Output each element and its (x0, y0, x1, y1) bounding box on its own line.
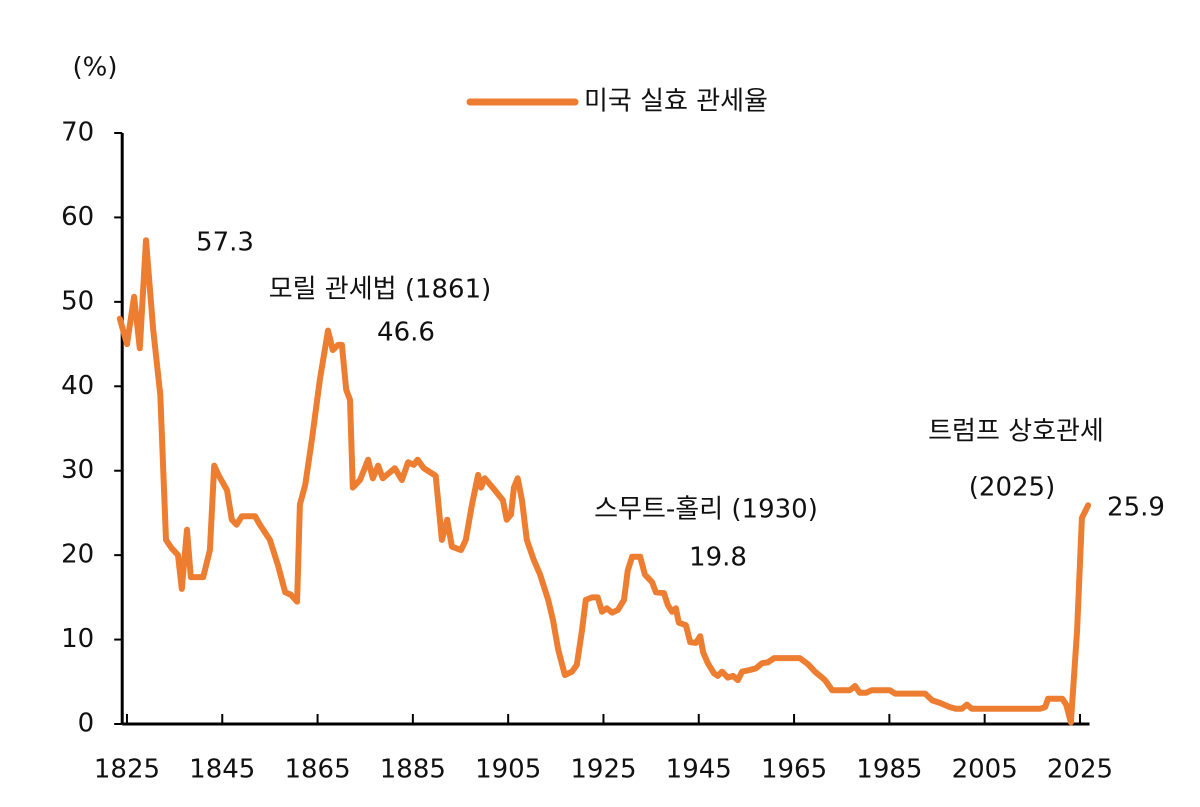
x-tick-label: 1985 (856, 755, 922, 785)
x-tick-label: 1905 (475, 755, 541, 785)
y-tick-label: 0 (78, 709, 95, 739)
annotation: 19.8 (689, 543, 747, 573)
x-tick-label: 1865 (284, 755, 350, 785)
annotation: 25.9 (1107, 493, 1165, 523)
x-tick-label: 1945 (666, 755, 732, 785)
y-tick-label: 70 (61, 118, 94, 148)
annotation: (2025) (969, 473, 1055, 503)
annotation: 트럼프 상호관세 (928, 417, 1104, 447)
y-unit: (%) (73, 53, 118, 83)
x-tick-label: 1825 (94, 755, 160, 785)
y-tick-label: 30 (61, 455, 94, 485)
series-line (116, 237, 1092, 726)
annotation: 스무트-홀리 (1930) (594, 495, 818, 525)
x-tick-label: 1925 (570, 755, 636, 785)
legend-label: 미국 실효 관세율 (584, 87, 768, 117)
y-tick-label: 60 (61, 202, 94, 232)
y-tick-label: 10 (61, 624, 94, 654)
x-tick-label: 2025 (1047, 755, 1113, 785)
annotation: 57.3 (196, 228, 254, 258)
x-tick-label: 2005 (952, 755, 1018, 785)
y-tick-label: 20 (61, 540, 94, 570)
y-tick-label: 50 (61, 286, 94, 316)
y-tick-label: 40 (61, 371, 94, 401)
x-tick-label: 1885 (380, 755, 446, 785)
annotation: 46.6 (377, 318, 435, 348)
annotation: 모릴 관세법 (1861) (269, 275, 492, 305)
x-tick-label: 1965 (761, 755, 827, 785)
x-tick-label: 1845 (189, 755, 255, 785)
